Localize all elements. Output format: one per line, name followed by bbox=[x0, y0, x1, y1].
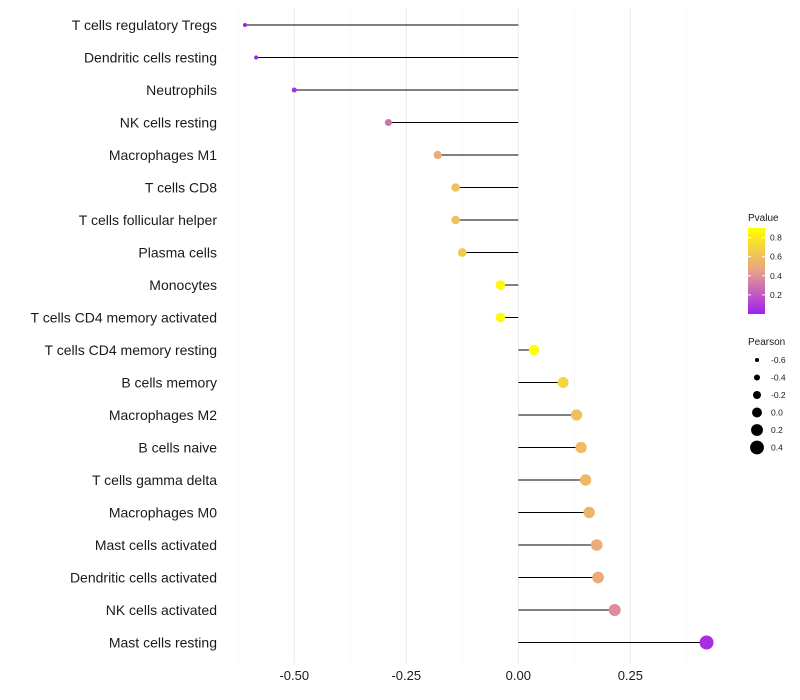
y-category-label: NK cells activated bbox=[106, 602, 217, 618]
y-category-label: Macrophages M0 bbox=[109, 505, 217, 521]
y-category-label: T cells follicular helper bbox=[79, 212, 218, 228]
legend-pearson-dot bbox=[750, 440, 764, 455]
legend-pearson-label: -0.4 bbox=[771, 373, 786, 383]
lollipop-dot bbox=[495, 312, 506, 323]
legend-pearson-dot bbox=[753, 374, 761, 381]
y-category-label: T cells gamma delta bbox=[92, 472, 217, 488]
y-category-label: Monocytes bbox=[149, 277, 217, 293]
lollipop-dots bbox=[242, 23, 714, 650]
y-axis-labels: T cells regulatory Tregs Dendritic cells … bbox=[31, 17, 218, 651]
y-category-label: Macrophages M1 bbox=[109, 147, 217, 163]
lollipop-dot bbox=[291, 87, 297, 93]
lollipop-dot bbox=[590, 539, 603, 551]
x-axis: -0.50 -0.25 0.00 0.25 bbox=[279, 668, 643, 683]
y-category-label: Dendritic cells activated bbox=[70, 570, 217, 586]
legend-pvalue-tick-label: 0.2 bbox=[770, 290, 782, 300]
y-category-label: B cells memory bbox=[121, 375, 217, 391]
lollipop-dot bbox=[592, 571, 604, 584]
legend-pvalue-tick-label: 0.6 bbox=[770, 252, 782, 262]
lollipop-dot bbox=[451, 215, 460, 225]
lollipop-dot bbox=[579, 474, 592, 486]
legend-pearson-label: 0.2 bbox=[771, 425, 783, 435]
y-category-label: T cells regulatory Tregs bbox=[72, 17, 217, 33]
legend-pearson: Pearson -0.6 -0.4 -0.2 0.0 0.2 0.4 bbox=[748, 337, 786, 455]
lollipop-dot bbox=[608, 603, 621, 617]
y-category-label: B cells naive bbox=[138, 440, 217, 456]
y-category-label: NK cells resting bbox=[120, 115, 217, 131]
x-tick-label: 0.25 bbox=[618, 668, 643, 683]
y-category-label: T cells CD4 memory activated bbox=[31, 310, 217, 326]
y-category-label: T cells CD8 bbox=[145, 180, 217, 196]
lollipop-dot bbox=[575, 441, 587, 454]
legend-pearson-dot bbox=[752, 407, 762, 418]
x-tick-label: -0.25 bbox=[391, 668, 421, 683]
lollipop-dot bbox=[242, 23, 247, 27]
lollipop-dot bbox=[451, 183, 460, 192]
x-tick-label: 0.00 bbox=[506, 668, 531, 683]
lollipop-dot bbox=[528, 344, 540, 356]
lollipop-dot bbox=[384, 118, 392, 127]
y-category-label: Macrophages M2 bbox=[109, 407, 217, 423]
lollipop-stems bbox=[244, 24, 707, 643]
legend-pearson-title: Pearson bbox=[748, 337, 785, 348]
legend-pvalue-tick-label: 0.8 bbox=[770, 233, 782, 243]
legend-pearson-dot bbox=[754, 357, 760, 363]
lollipop-dot bbox=[433, 150, 442, 160]
lollipop-dot bbox=[254, 55, 259, 60]
legend-pvalue-colorbar bbox=[748, 228, 765, 314]
lollipop-dot bbox=[571, 409, 583, 421]
legend-pearson-dot bbox=[751, 424, 763, 436]
lollipop-dot bbox=[699, 635, 714, 650]
legend-pearson-label: -0.6 bbox=[771, 355, 786, 365]
lollipop-dot bbox=[583, 506, 595, 519]
grid-layer bbox=[237, 8, 687, 663]
lollipop-dot bbox=[495, 280, 506, 290]
legend-pearson-label: 0.0 bbox=[771, 408, 783, 418]
legend-pvalue-tick-label: 0.4 bbox=[770, 271, 782, 281]
legend-pearson-label: -0.2 bbox=[771, 390, 786, 400]
lollipop-dot bbox=[557, 377, 569, 388]
x-tick-label: -0.50 bbox=[279, 668, 309, 683]
y-category-label: Mast cells activated bbox=[95, 537, 217, 553]
y-category-label: Mast cells resting bbox=[109, 635, 217, 651]
lollipop-dot bbox=[457, 248, 467, 257]
legend-pvalue-title: Pvalue bbox=[748, 213, 779, 224]
legend-pearson-label: 0.4 bbox=[771, 443, 783, 453]
legend-pearson-dot bbox=[753, 391, 761, 399]
legend-pvalue: Pvalue 0.2 0.4 0.6 0.8 bbox=[748, 213, 782, 314]
y-category-label: Plasma cells bbox=[138, 245, 217, 261]
y-category-label: Dendritic cells resting bbox=[84, 50, 217, 66]
y-category-label: T cells CD4 memory resting bbox=[45, 342, 217, 358]
y-category-label: Neutrophils bbox=[146, 82, 217, 98]
